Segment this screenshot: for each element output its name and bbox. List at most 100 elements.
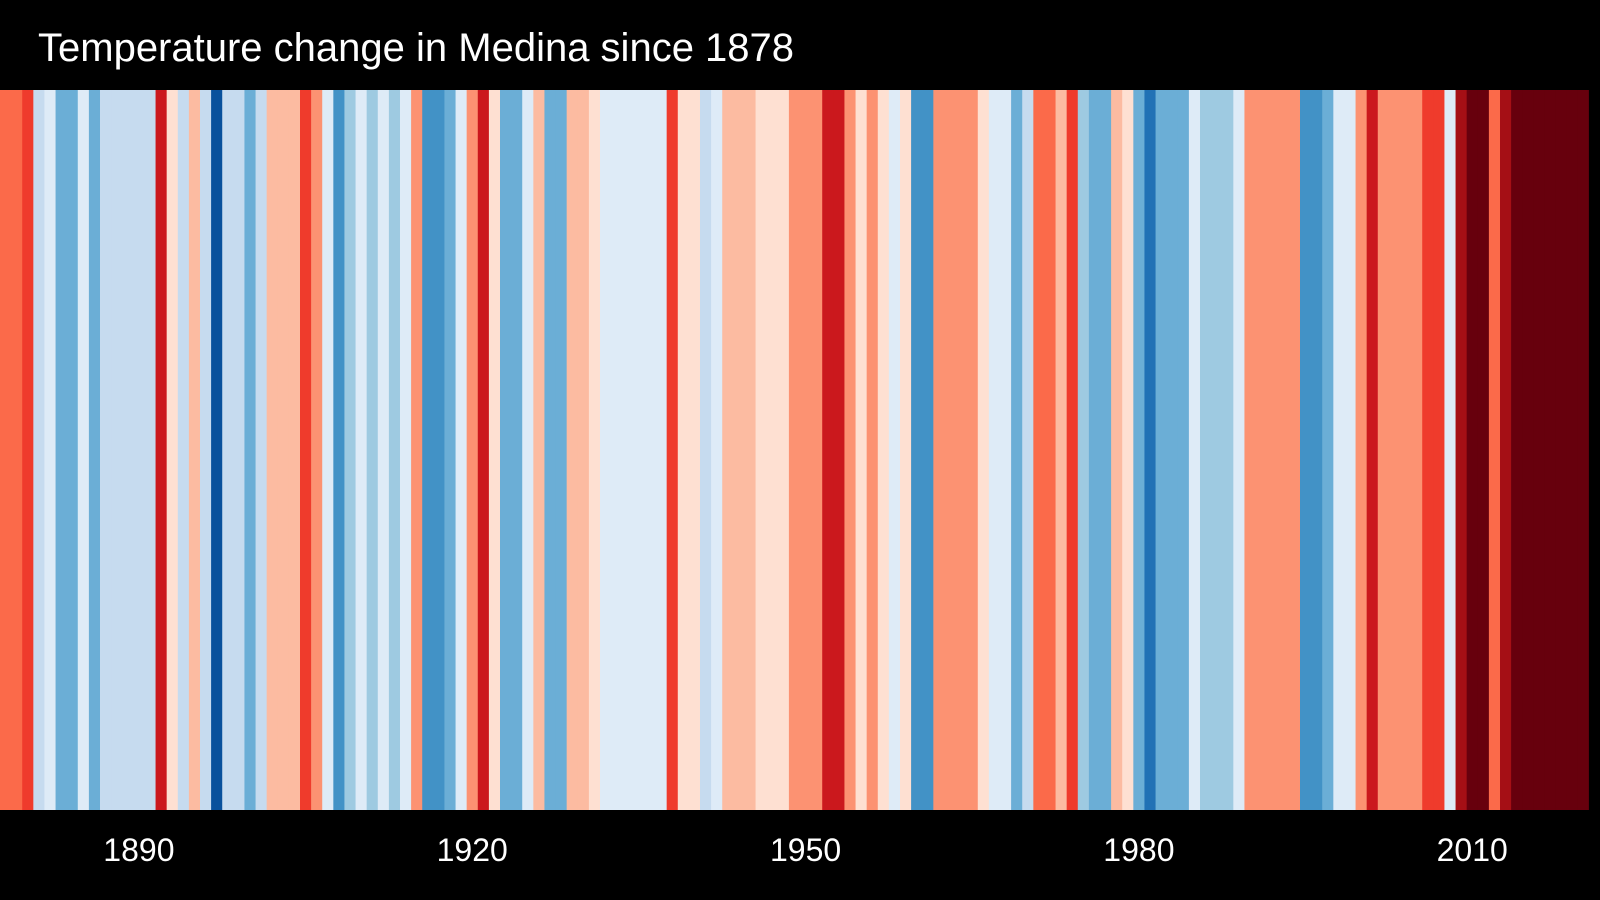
stripe-1915 xyxy=(411,90,423,810)
stripe-1918 xyxy=(444,90,457,810)
stripe-1988 xyxy=(1222,90,1234,810)
stripe-1921 xyxy=(477,90,490,810)
stripe-1973 xyxy=(1055,90,1068,810)
stripe-1944 xyxy=(733,90,746,810)
stripe-1933 xyxy=(611,90,623,810)
stripe-1971 xyxy=(1033,90,1046,810)
x-tick-label-2010: 2010 xyxy=(1436,832,1508,868)
stripe-1949 xyxy=(788,90,801,810)
stripe-1951 xyxy=(811,90,823,810)
stripe-1966 xyxy=(977,90,990,810)
stripe-1881 xyxy=(33,90,46,810)
stripe-1895 xyxy=(188,90,201,810)
stripe-1990 xyxy=(1244,90,1257,810)
stripe-1984 xyxy=(1177,90,1190,810)
stripe-2017 xyxy=(1544,90,1557,810)
stripe-1995 xyxy=(1300,90,1312,810)
stripe-1893 xyxy=(166,90,179,810)
stripe-1967 xyxy=(988,90,1001,810)
stripe-1981 xyxy=(1144,90,1157,810)
stripe-1963 xyxy=(944,90,957,810)
x-tick-label-1980: 1980 xyxy=(1103,832,1175,868)
stripe-1977 xyxy=(1100,90,1112,810)
stripe-1927 xyxy=(544,90,557,810)
stripe-2014 xyxy=(1511,90,1523,810)
stripe-1943 xyxy=(722,90,734,810)
stripe-1961 xyxy=(922,90,934,810)
stripe-1908 xyxy=(333,90,346,810)
stripe-1892 xyxy=(155,90,168,810)
stripe-1885 xyxy=(77,90,90,810)
stripe-1890 xyxy=(133,90,146,810)
stripe-1923 xyxy=(500,90,512,810)
stripe-1975 xyxy=(1077,90,1090,810)
stripe-2013 xyxy=(1500,90,1512,810)
stripe-1948 xyxy=(777,90,790,810)
x-axis-ticks: 1890 1920 1950 1980 2010 xyxy=(0,810,1600,900)
stripe-1899 xyxy=(233,90,246,810)
stripe-1950 xyxy=(800,90,812,810)
stripe-1932 xyxy=(600,90,612,810)
stripe-1898 xyxy=(222,90,234,810)
stripe-1979 xyxy=(1122,90,1134,810)
stripe-2001 xyxy=(1366,90,1379,810)
stripe-1956 xyxy=(866,90,879,810)
stripe-1946 xyxy=(755,90,768,810)
stripe-1965 xyxy=(966,90,979,810)
stripe-1938 xyxy=(666,90,679,810)
stripe-1936 xyxy=(644,90,657,810)
stripe-2019 xyxy=(1566,90,1579,810)
stripe-2021 xyxy=(1588,90,1600,810)
stripe-1935 xyxy=(633,90,646,810)
stripe-1997 xyxy=(1322,90,1334,810)
stripe-1902 xyxy=(266,90,279,810)
stripe-1926 xyxy=(533,90,546,810)
stripe-2007 xyxy=(1433,90,1446,810)
stripe-1941 xyxy=(700,90,712,810)
stripe-1960 xyxy=(911,90,923,810)
stripe-2005 xyxy=(1411,90,1423,810)
stripe-1945 xyxy=(744,90,757,810)
stripe-1978 xyxy=(1111,90,1123,810)
stripe-2016 xyxy=(1533,90,1546,810)
x-tick-label-1950: 1950 xyxy=(770,832,842,868)
stripe-1974 xyxy=(1066,90,1079,810)
stripe-1910 xyxy=(355,90,368,810)
stripe-1968 xyxy=(1000,90,1012,810)
stripe-1931 xyxy=(588,90,601,810)
stripe-1942 xyxy=(711,90,723,810)
stripe-2018 xyxy=(1555,90,1568,810)
stripe-1994 xyxy=(1288,90,1301,810)
stripe-1940 xyxy=(688,90,701,810)
stripe-1998 xyxy=(1333,90,1346,810)
stripe-1917 xyxy=(433,90,446,810)
stripe-2012 xyxy=(1488,90,1501,810)
stripe-1969 xyxy=(1011,90,1023,810)
stripe-1962 xyxy=(933,90,946,810)
x-tick-label-1920: 1920 xyxy=(436,832,508,868)
stripe-1900 xyxy=(244,90,257,810)
stripe-1972 xyxy=(1044,90,1057,810)
stripe-1903 xyxy=(277,90,290,810)
stripe-1884 xyxy=(66,90,79,810)
stripe-1976 xyxy=(1088,90,1101,810)
stripe-2008 xyxy=(1444,90,1457,810)
x-tick-label-1890: 1890 xyxy=(103,832,175,868)
stripe-1886 xyxy=(88,90,101,810)
stripe-2003 xyxy=(1388,90,1401,810)
stripe-1916 xyxy=(422,90,434,810)
stripe-2002 xyxy=(1377,90,1390,810)
stripe-1985 xyxy=(1188,90,1201,810)
stripe-2015 xyxy=(1522,90,1534,810)
stripe-1889 xyxy=(122,90,134,810)
chart-title: Temperature change in Medina since 1878 xyxy=(38,26,795,70)
stripe-1982 xyxy=(1155,90,1168,810)
stripe-1987 xyxy=(1211,90,1223,810)
stripe-2020 xyxy=(1577,90,1590,810)
stripe-1954 xyxy=(844,90,857,810)
stripe-1907 xyxy=(322,90,334,810)
stripe-1911 xyxy=(366,90,379,810)
stripe-1879 xyxy=(11,90,23,810)
stripe-1919 xyxy=(455,90,468,810)
stripe-1914 xyxy=(400,90,412,810)
